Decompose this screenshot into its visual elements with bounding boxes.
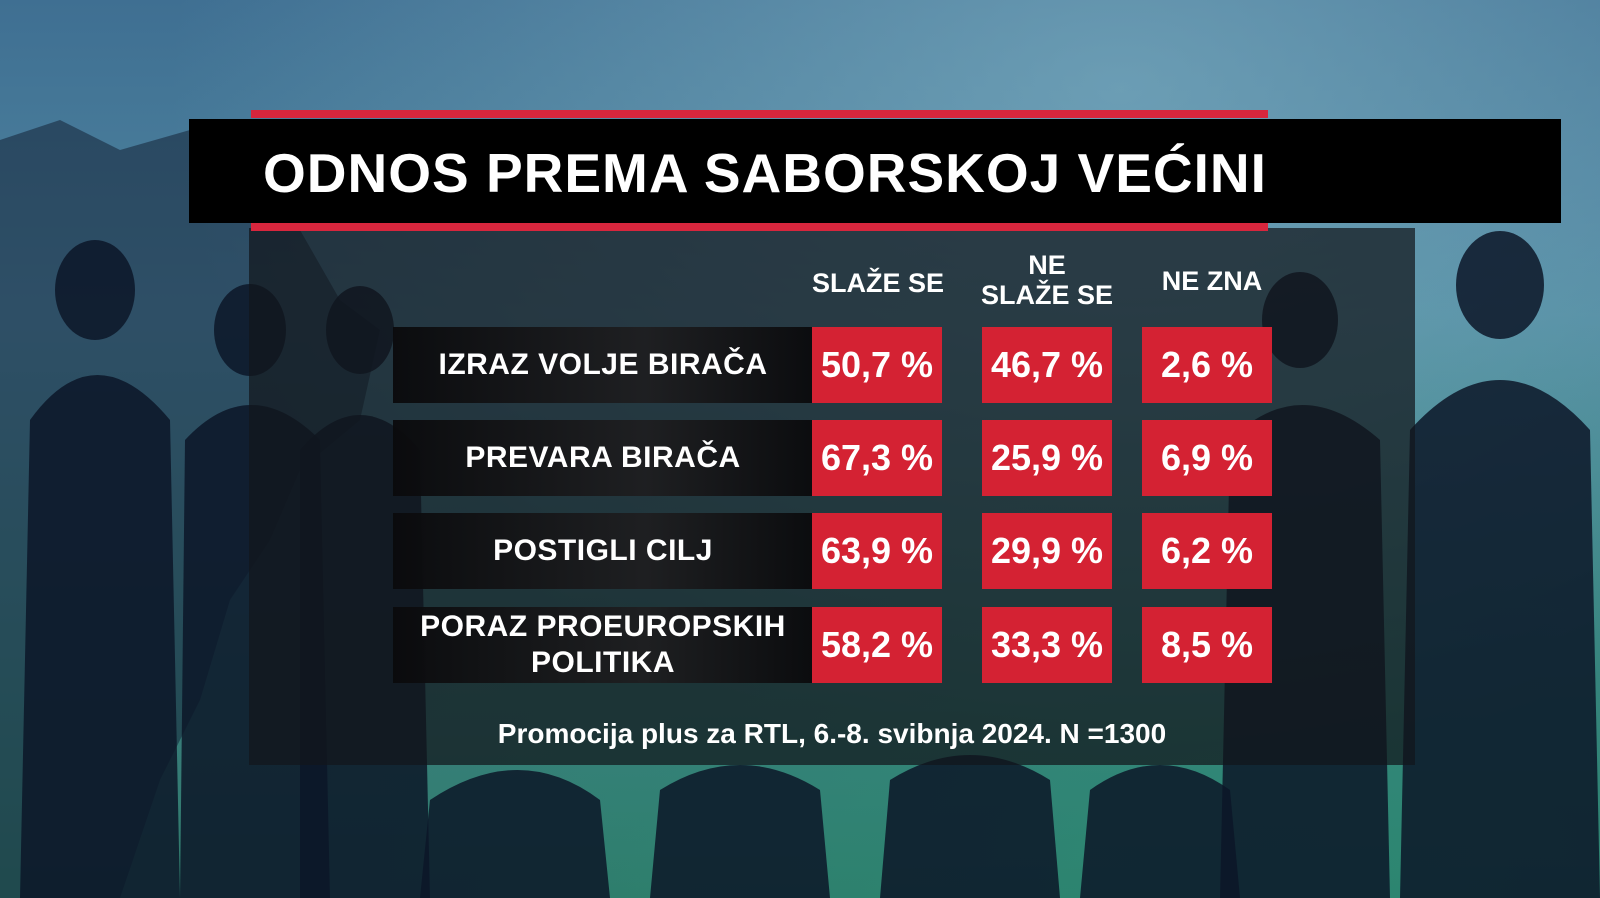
table-cell: 25,9 % [982, 420, 1112, 496]
column-header-line: SLAŽE SE [980, 280, 1114, 310]
title-bar: ODNOS PREMA SABORSKOJ VEĆINI [189, 110, 1561, 234]
row-label-line: POLITIKA [531, 646, 675, 679]
row-label-line: IZRAZ VOLJE BIRAČA [438, 348, 768, 381]
row-label-line: POSTIGLI CILJ [493, 534, 713, 567]
table-cell: 8,5 % [1142, 607, 1272, 683]
column-header-disagree: NE SLAŽE SE [967, 250, 1127, 310]
table-cell: 29,9 % [982, 513, 1112, 589]
row-label-line: PREVARA BIRAČA [465, 441, 741, 474]
table-cell: 50,7 % [812, 327, 942, 403]
row-label-prevara-biraca: PREVARA BIRAČA [393, 420, 813, 496]
row-label-poraz-proeuropskih-politika: PORAZ PROEUROPSKIH POLITIKA [393, 607, 813, 683]
table-cell: 33,3 % [982, 607, 1112, 683]
title-accent-top [251, 110, 1268, 118]
title-accent-bottom [251, 223, 1268, 231]
row-label-izraz-volje-biraca: IZRAZ VOLJE BIRAČA [393, 327, 813, 403]
chart-title: ODNOS PREMA SABORSKOJ VEĆINI [263, 142, 1267, 204]
source-note: Promocija plus za RTL, 6.-8. svibnja 202… [497, 718, 1167, 749]
row-label-postigli-cilj: POSTIGLI CILJ [393, 513, 813, 589]
column-header-agree: SLAŽE SE [798, 268, 958, 298]
table-cell: 67,3 % [812, 420, 942, 496]
column-header-dont-know: NE ZNA [1132, 266, 1292, 296]
row-label-line: PORAZ PROEUROPSKIH [420, 610, 786, 643]
table-panel [249, 228, 1415, 765]
table-cell: 2,6 % [1142, 327, 1272, 403]
table-cell: 58,2 % [812, 607, 942, 683]
table-cell: 6,2 % [1142, 513, 1272, 589]
title-background: ODNOS PREMA SABORSKOJ VEĆINI [189, 119, 1561, 223]
table-cell: 6,9 % [1142, 420, 1272, 496]
table-cell: 63,9 % [812, 513, 942, 589]
column-header-line: NE [1028, 250, 1066, 280]
column-header-line: SLAŽE SE [811, 268, 945, 298]
table-cell: 46,7 % [982, 327, 1112, 403]
column-header-line: NE ZNA [1161, 266, 1263, 296]
